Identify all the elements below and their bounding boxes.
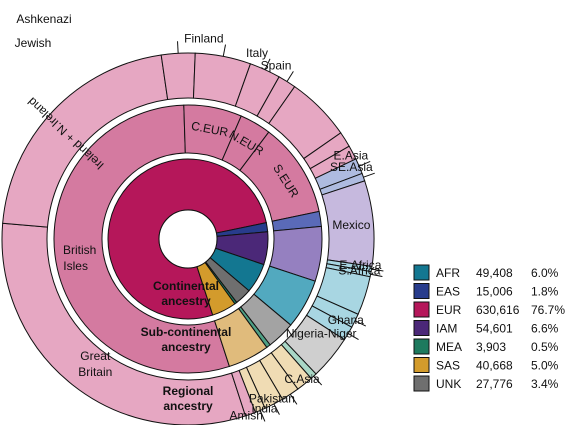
subcontinental-slice-9 <box>213 307 268 368</box>
regional-label-se-asia-leader <box>363 172 375 178</box>
regional-label-s-africa: S.Africa <box>338 264 380 278</box>
continental-ring-title-line1: Continental <box>153 279 219 293</box>
legend: AFR 49,408 6.0% EAS 15,006 1.8% EUR 630,616 76.7… <box>413 264 565 392</box>
legend-swatch-mea <box>413 338 430 355</box>
regional-ring <box>1 52 375 425</box>
regional-label-pakistan-leader <box>289 394 298 405</box>
legend-swatch-iam <box>413 320 430 336</box>
legend-swatch-eas <box>413 283 430 299</box>
regional-label-great-britain-line2: Britain <box>78 365 112 379</box>
legend-code-sas: SAS <box>436 359 460 373</box>
regional-label-spain: Spain <box>261 58 292 72</box>
legend-count-eas: 15,006 <box>476 285 513 299</box>
regional-label-spain-leader <box>286 71 294 82</box>
legend-count-iam: 54,601 <box>476 322 513 336</box>
legend-code-iam: IAM <box>436 322 457 336</box>
legend-swatch-sas <box>413 357 430 373</box>
regional-label-amish: Amish <box>230 408 263 422</box>
legend-code-afr: AFR <box>436 266 460 280</box>
regional-label-ashkenazi-jewish-line1: Ashkenazi <box>16 12 71 26</box>
legend-percent-eur: 76.7% <box>531 303 565 317</box>
regional-label-india: India <box>251 402 277 416</box>
continental-ring-title-line2: ancestry <box>161 294 211 308</box>
regional-label-ashkenazi-jewish-line2: Jewish <box>15 36 52 50</box>
regional-label-e-africa: E.Africa <box>339 258 381 272</box>
legend-swatch-afr <box>413 264 430 281</box>
legend-percent-unk: 3.4% <box>531 377 559 391</box>
legend-code-mea: MEA <box>436 340 462 354</box>
regional-label-mexico: Mexico <box>332 218 370 232</box>
regional-label-amish-leader <box>259 410 266 422</box>
regional-label-nigeria-niger: Nigeria-Niger <box>286 327 357 341</box>
regional-label-great-britain-line1: Great <box>80 349 111 363</box>
legend-swatch-eur <box>413 301 430 318</box>
subcontinental-ring-title-line1: Sub-continental <box>141 325 232 339</box>
subcontinental-ring-title-line2: ancestry <box>161 340 211 354</box>
subcontinental-label-british: British <box>63 243 96 257</box>
regional-label-italy: Italy <box>246 46 268 60</box>
regional-label-c-asia-leader <box>313 375 323 386</box>
regional-ring-title-line2: ancestry <box>163 399 213 413</box>
center-hole <box>158 209 218 269</box>
legend-code-eas: EAS <box>436 285 460 299</box>
regional-label-e-africa-leader <box>371 268 384 272</box>
regional-label-finland-leader <box>222 44 227 57</box>
legend-count-sas: 40,668 <box>476 359 513 373</box>
regional-label-c-asia: C.Asia <box>284 372 320 386</box>
regional-label-finland: Finland <box>184 32 223 46</box>
regional-label-e-asia: E.Asia <box>333 148 368 162</box>
legend-count-afr: 49,408 <box>476 266 513 280</box>
regional-label-italy-leader <box>264 58 271 70</box>
region-leader-lines <box>177 41 384 422</box>
legend-count-eur: 630,616 <box>476 303 520 317</box>
regional-label-pakistan: Pakistan <box>249 391 295 405</box>
legend-code-unk: UNK <box>436 377 461 391</box>
regional-slice-23 <box>230 369 257 417</box>
regional-label-ghana: Ghana <box>328 313 364 327</box>
subcontinental-label-c-eur: C.EUR <box>190 119 230 140</box>
subcontinental-slice-british-isles <box>53 104 231 374</box>
regional-label-nigeria-niger-leader <box>347 333 359 341</box>
subcontinental-label-isles: Isles <box>63 259 88 273</box>
regional-label-e-asia-leader <box>358 160 371 167</box>
regional-ring-title-line1: Regional <box>163 384 214 398</box>
regional-label-india-leader <box>273 403 280 415</box>
legend-count-unk: 27,776 <box>476 377 513 391</box>
regional-label-se-asia: SE.Asia <box>330 160 373 174</box>
regional-label-ashkenazi-jewish-leader <box>177 41 179 54</box>
regional-label-s-africa-leader <box>370 273 383 278</box>
legend-code-eur: EUR <box>436 303 462 317</box>
regional-slice-ashkenazi-jewish <box>160 52 196 101</box>
legend-count-mea: 3,903 <box>476 340 506 354</box>
legend-percent-afr: 6.0% <box>531 266 559 280</box>
regional-label-ghana-leader <box>354 320 367 327</box>
legend-percent-sas: 5.0% <box>531 359 559 373</box>
legend-percent-iam: 6.6% <box>531 322 559 336</box>
legend-percent-eas: 1.8% <box>531 285 559 299</box>
ring-separators <box>158 209 218 269</box>
subcontinental-ring <box>53 104 323 374</box>
legend-percent-mea: 0.5% <box>531 340 559 354</box>
legend-swatch-unk <box>413 375 430 392</box>
